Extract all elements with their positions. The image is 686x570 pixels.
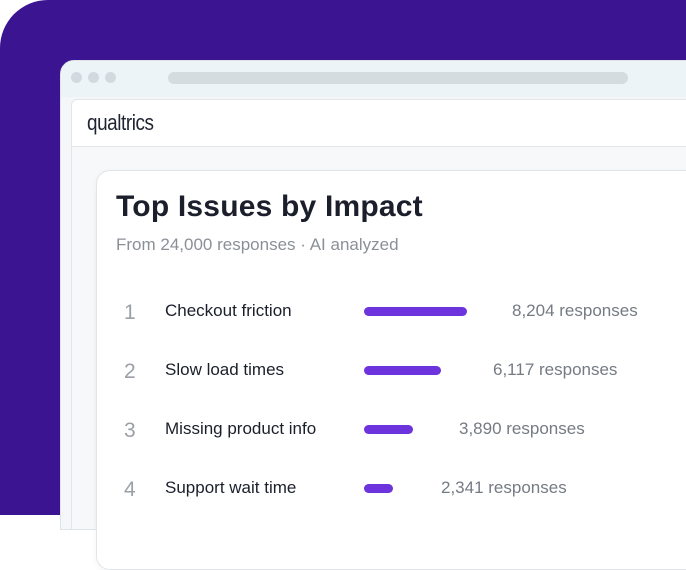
issue-rank: 4 — [124, 478, 136, 501]
issue-impact-bar — [364, 425, 413, 434]
app-header: qualtrics — [71, 99, 686, 147]
issue-rank: 1 — [124, 301, 136, 324]
issue-label: Checkout friction — [165, 301, 292, 320]
issue-impact-bar — [364, 484, 393, 493]
window-dot-icon — [88, 72, 99, 83]
issue-label: Slow load times — [165, 360, 285, 379]
window-dot-icon — [105, 72, 116, 83]
issue-row[interactable]: 3 Missing product info 3,890 responses — [0, 414, 686, 454]
issue-label: Support wait time — [165, 478, 297, 497]
issue-rank: 2 — [124, 360, 136, 383]
qualtrics-logo[interactable]: qualtrics — [87, 110, 154, 135]
issue-row[interactable]: 1 Checkout friction 8,204 responses — [0, 296, 686, 336]
window-dot-icon — [71, 72, 82, 83]
card-subtitle: From 24,000 responses · AI analyzed — [116, 235, 399, 254]
browser-chrome — [61, 61, 686, 97]
issue-row[interactable]: 4 Support wait time 2,341 responses — [0, 473, 686, 513]
address-bar[interactable] — [168, 72, 628, 84]
issue-count: 2,341 responses — [441, 478, 567, 497]
issue-count: 8,204 responses — [512, 301, 638, 320]
issue-impact-bar — [364, 366, 441, 375]
issue-count: 6,117 responses — [493, 360, 618, 379]
issue-rank: 3 — [124, 419, 136, 442]
issue-row[interactable]: 2 Slow load times 6,117 responses — [0, 355, 686, 395]
issue-count: 3,890 responses — [459, 419, 585, 438]
issue-impact-bar — [364, 307, 467, 316]
issue-label: Missing product info — [165, 419, 317, 438]
card-title: Top Issues by Impact — [116, 190, 423, 223]
